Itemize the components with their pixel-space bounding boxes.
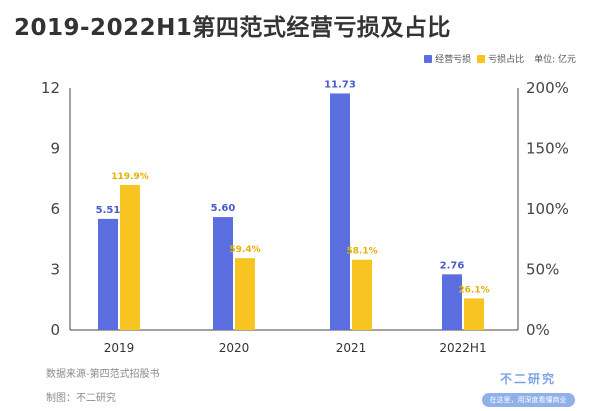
y-left-tick-label: 3 bbox=[50, 261, 60, 279]
legend-swatch-loss bbox=[424, 54, 433, 63]
x-tick-label: 2022H1 bbox=[439, 341, 486, 355]
legend-label-ratio: 亏损占比 bbox=[488, 55, 525, 65]
bar-operating-loss bbox=[442, 274, 462, 330]
legend: 经营亏损 亏损占比 单位: 亿元 bbox=[424, 52, 576, 65]
data-label-loss-ratio: 58.1% bbox=[346, 247, 377, 257]
x-tick-label: 2020 bbox=[219, 341, 250, 355]
brand-name: 不二研究 bbox=[499, 372, 556, 386]
y-right-tick-label: 0% bbox=[526, 321, 550, 339]
legend-item-ratio: 亏损占比 bbox=[477, 52, 524, 65]
brand-logo: 不二研究 在这里，用深度看懂商业 bbox=[478, 370, 578, 407]
chart-maker: 制图：不二研究 bbox=[46, 393, 116, 404]
x-tick-label: 2021 bbox=[336, 341, 367, 355]
bars-group bbox=[98, 93, 484, 330]
x-tick-label: 2019 bbox=[104, 341, 135, 355]
y-left-tick-label: 12 bbox=[41, 79, 60, 97]
bar-loss-ratio bbox=[120, 184, 140, 330]
bar-loss-ratio bbox=[352, 259, 372, 330]
chart-title: 2019-2022H1第四范式经营亏损及占比 bbox=[14, 15, 451, 41]
bar-operating-loss bbox=[213, 217, 233, 330]
data-label-operating-loss: 5.51 bbox=[96, 205, 121, 216]
y-left-tick-label: 6 bbox=[50, 200, 60, 218]
y-right-tick-label: 150% bbox=[526, 140, 569, 158]
data-label-operating-loss: 11.73 bbox=[324, 79, 356, 90]
brand-tagline: 在这里，用深度看懂商业 bbox=[481, 393, 575, 407]
data-label-operating-loss: 5.60 bbox=[211, 203, 236, 214]
legend-item-loss: 经营亏损 bbox=[424, 52, 471, 65]
legend-label-loss: 经营亏损 bbox=[435, 55, 472, 65]
data-label-operating-loss: 2.76 bbox=[440, 260, 465, 271]
unit-label: 单位: 亿元 bbox=[534, 55, 576, 65]
labels-group: 5.51 119.9% 5.60 59.4% 11.73 58.1% 2.76 26.1% bbox=[96, 79, 490, 295]
data-label-loss-ratio: 59.4% bbox=[229, 245, 260, 255]
bar-operating-loss bbox=[98, 218, 118, 330]
y-right-tick-label: 100% bbox=[526, 200, 569, 218]
bar-loss-ratio bbox=[235, 258, 255, 330]
axes-group: 0 3 6 9 12 0% 50% 100% 150% 200% 2019 2020 2021 2022H… bbox=[41, 79, 569, 355]
legend-swatch-ratio bbox=[477, 54, 486, 63]
data-source: 数据来源-第四范式招股书 bbox=[46, 369, 160, 380]
y-right-tick-label: 50% bbox=[526, 261, 559, 279]
data-label-loss-ratio: 26.1% bbox=[458, 285, 489, 295]
data-label-loss-ratio: 119.9% bbox=[111, 172, 149, 182]
y-left-tick-label: 9 bbox=[50, 140, 60, 158]
bar-operating-loss bbox=[330, 93, 350, 330]
y-left-tick-label: 0 bbox=[50, 321, 60, 339]
bar-loss-ratio bbox=[464, 298, 484, 330]
y-right-tick-label: 200% bbox=[526, 79, 569, 97]
